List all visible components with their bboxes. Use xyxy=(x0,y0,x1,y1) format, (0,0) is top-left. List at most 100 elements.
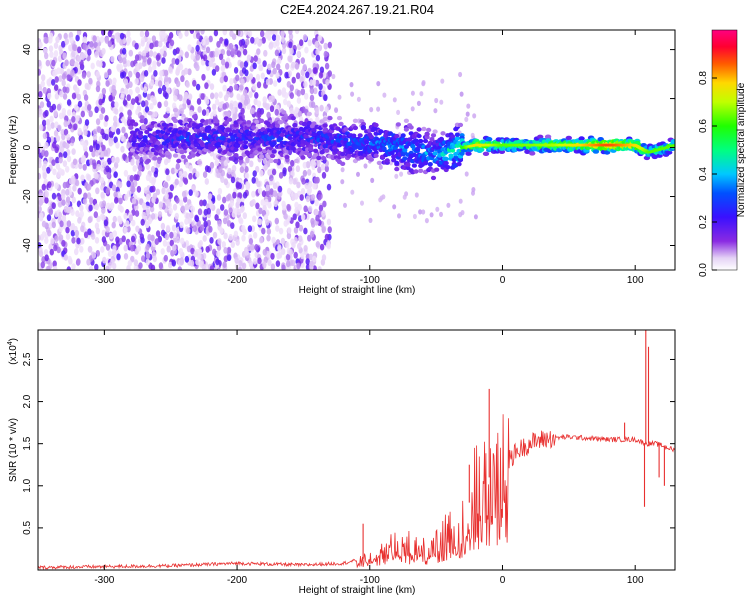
heat-cell xyxy=(88,110,93,118)
heat-cell xyxy=(61,107,66,115)
heat-cell xyxy=(270,263,276,270)
heat-cell xyxy=(273,80,278,87)
heat-cell xyxy=(229,30,234,37)
heat-cell xyxy=(231,211,236,218)
heat-cell xyxy=(198,122,204,128)
heat-cell xyxy=(99,36,105,43)
heat-cell xyxy=(323,94,328,102)
heat-cell xyxy=(51,59,56,67)
heat-cell xyxy=(291,241,296,249)
heat-cell xyxy=(118,197,123,205)
heat-cell xyxy=(112,230,118,238)
heat-cell xyxy=(267,259,272,266)
heat-cell xyxy=(155,129,161,134)
heat-cell xyxy=(176,158,182,164)
heat-cell xyxy=(294,192,299,200)
heat-cell xyxy=(421,80,426,86)
heat-cell xyxy=(157,156,163,162)
heat-cell xyxy=(322,72,327,79)
heat-cell xyxy=(183,171,188,178)
heat-cell xyxy=(134,210,140,217)
heat-cell xyxy=(289,84,294,92)
heat-cell xyxy=(277,185,283,193)
heat-cell xyxy=(157,211,163,218)
heat-cell xyxy=(126,180,131,188)
heat-cell xyxy=(376,106,381,112)
heat-cell xyxy=(166,199,171,207)
heat-cell xyxy=(121,116,126,124)
heat-cell xyxy=(142,135,148,140)
heat-cell xyxy=(184,203,189,211)
heat-cell xyxy=(150,95,155,102)
heat-cell xyxy=(123,253,129,260)
heat-cell xyxy=(440,78,445,84)
heat-cell xyxy=(130,98,136,105)
heat-cell xyxy=(301,177,306,185)
heat-cell xyxy=(373,122,379,128)
heat-cell xyxy=(134,155,140,160)
heat-cell xyxy=(429,137,435,142)
heat-cell xyxy=(147,37,152,44)
heat-cell xyxy=(265,78,271,86)
heat-cell xyxy=(162,239,168,247)
heat-cell xyxy=(233,230,239,238)
heat-cell xyxy=(257,147,263,152)
heat-cell xyxy=(63,32,68,40)
heat-cell xyxy=(408,125,414,130)
heat-cell xyxy=(101,207,106,215)
heat-cell xyxy=(214,159,219,167)
heat-cell xyxy=(316,155,322,161)
heat-cell xyxy=(299,194,304,201)
snr-y-ticks: 0.51.01.52.02.5 xyxy=(22,352,675,535)
heat-cell xyxy=(121,47,127,55)
heat-cell xyxy=(152,63,157,71)
heat-cell xyxy=(154,40,159,48)
heat-cell xyxy=(95,143,100,151)
heat-cell xyxy=(179,107,185,115)
heat-cell xyxy=(322,200,327,208)
heat-cell xyxy=(65,165,70,173)
heat-cell xyxy=(143,70,149,77)
heat-cell xyxy=(533,139,541,144)
heat-cell xyxy=(263,163,268,171)
heat-cell xyxy=(172,153,179,158)
heat-cell xyxy=(95,118,101,126)
heat-cell xyxy=(38,91,43,98)
heat-cell xyxy=(38,262,42,270)
heat-cell xyxy=(120,145,125,153)
heat-cell xyxy=(242,48,248,56)
heat-cell xyxy=(230,176,236,184)
heat-cell xyxy=(162,90,168,98)
heat-cell xyxy=(158,262,164,270)
heat-cell xyxy=(103,71,109,79)
heat-cell xyxy=(137,164,143,172)
heat-cell xyxy=(158,144,164,149)
heat-cell xyxy=(229,103,234,110)
heat-cell xyxy=(54,235,59,243)
heat-cell xyxy=(64,142,70,150)
heat-cell xyxy=(311,127,317,133)
heat-cell xyxy=(115,141,120,149)
heat-cell xyxy=(418,168,424,173)
heat-cell xyxy=(204,98,210,105)
heat-cell xyxy=(458,212,463,218)
heat-cell xyxy=(265,30,271,36)
heat-cell xyxy=(478,147,485,152)
heat-cell xyxy=(238,102,243,109)
heat-cell xyxy=(100,246,105,253)
heat-cell xyxy=(44,254,49,262)
heat-cell xyxy=(260,30,265,38)
heat-cell xyxy=(248,260,254,268)
heat-cell xyxy=(57,211,63,219)
heat-cell xyxy=(66,266,71,270)
heat-cell xyxy=(118,217,123,225)
heat-cell xyxy=(80,110,86,118)
heat-cell xyxy=(186,227,191,235)
heat-cell xyxy=(145,193,151,201)
heat-cell xyxy=(290,159,295,167)
heat-cell xyxy=(151,176,157,184)
heat-cell xyxy=(544,134,552,139)
heat-cell xyxy=(300,188,306,195)
heat-cell xyxy=(245,156,250,164)
heat-cell xyxy=(292,213,297,221)
